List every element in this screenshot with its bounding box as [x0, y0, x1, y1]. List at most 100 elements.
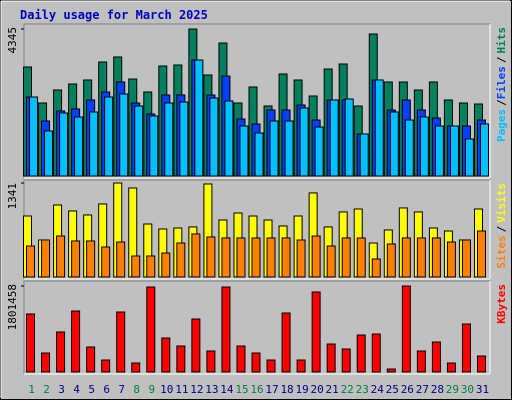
bar — [251, 237, 261, 278]
bar — [389, 111, 399, 177]
bar — [56, 235, 66, 278]
x-tick-label: 18 — [280, 383, 293, 396]
x-tick-label: 31 — [476, 383, 489, 396]
bar — [311, 235, 321, 278]
bar — [431, 341, 441, 373]
bar — [239, 125, 249, 177]
bar — [371, 258, 381, 278]
bar — [131, 362, 141, 373]
bar — [464, 138, 474, 177]
bar — [146, 255, 156, 278]
bar — [236, 237, 246, 278]
bar — [386, 368, 396, 373]
bar — [446, 241, 456, 278]
bar — [281, 312, 291, 373]
bar — [101, 359, 111, 373]
bar — [356, 237, 366, 278]
x-tick-label: 23 — [356, 383, 369, 396]
bar — [116, 311, 126, 373]
x-tick-label: 28 — [431, 383, 444, 396]
bar — [431, 237, 441, 278]
bar — [116, 241, 126, 278]
bar — [329, 99, 339, 177]
bar — [299, 107, 309, 177]
bar — [206, 350, 216, 373]
x-tick-label: 2 — [43, 383, 50, 396]
bar — [266, 237, 276, 278]
bar — [284, 120, 294, 177]
legend: Sites / Visits — [495, 183, 508, 269]
bar — [26, 313, 36, 373]
x-tick-label: 19 — [295, 383, 308, 396]
bar — [104, 96, 114, 177]
bar — [209, 97, 219, 177]
bar — [161, 337, 171, 373]
legend: KBytes — [495, 284, 508, 324]
bar — [311, 291, 321, 373]
legend-entry: Pages — [495, 109, 508, 142]
bar — [314, 126, 324, 177]
bar — [326, 343, 336, 373]
x-tick-label: 29 — [446, 383, 459, 396]
bar — [176, 345, 186, 373]
bar — [476, 355, 486, 373]
bar — [44, 130, 54, 177]
legend-entry: KBytes — [495, 284, 508, 324]
legend-separator: / — [495, 56, 508, 63]
x-tick-label: 4 — [73, 383, 80, 396]
legend-entry: Files — [495, 66, 508, 99]
bar — [149, 115, 159, 177]
x-tick-label: 21 — [326, 383, 339, 396]
bar — [71, 240, 81, 278]
legend-entry: Sites — [495, 235, 508, 268]
bar — [119, 93, 129, 177]
x-tick-label: 26 — [401, 383, 414, 396]
bar — [161, 252, 171, 278]
y-tick-label: 1341 — [6, 183, 19, 210]
bar — [404, 119, 414, 177]
bar — [26, 245, 36, 278]
x-tick-label: 9 — [148, 383, 155, 396]
bar — [344, 98, 354, 177]
x-tick-label: 5 — [88, 383, 95, 396]
x-tick-label: 15 — [235, 383, 248, 396]
bar — [176, 242, 186, 278]
x-tick-label: 17 — [265, 383, 278, 396]
bar — [251, 352, 261, 373]
bar — [401, 285, 411, 373]
bar — [479, 123, 489, 177]
bar — [191, 233, 201, 278]
bar — [341, 237, 351, 278]
bar — [281, 237, 291, 278]
x-tick-label: 12 — [190, 383, 203, 396]
bar — [224, 100, 234, 177]
x-tick-label: 14 — [220, 383, 234, 396]
legend-entry: Hits — [495, 27, 508, 54]
bar — [86, 346, 96, 373]
bar — [221, 237, 231, 278]
bar — [194, 59, 204, 177]
legend-separator: / — [495, 99, 508, 106]
bar — [326, 245, 336, 278]
bar — [446, 362, 456, 373]
bar — [356, 334, 366, 373]
bar — [101, 246, 111, 278]
bar — [164, 102, 174, 177]
bar — [434, 125, 444, 177]
bar — [476, 230, 486, 278]
bar — [374, 79, 384, 177]
bar — [461, 323, 471, 373]
bar — [74, 116, 84, 177]
legend-entry: Visits — [495, 183, 508, 223]
x-tick-label: 13 — [205, 383, 218, 396]
bar — [359, 133, 369, 177]
bar — [41, 352, 51, 373]
chart-title: Daily usage for March 2025 — [20, 8, 208, 22]
x-tick-label: 25 — [386, 383, 399, 396]
bar — [461, 239, 471, 278]
x-tick-label: 16 — [250, 383, 263, 396]
x-tick-label: 1 — [28, 383, 35, 396]
x-tick-label: 27 — [416, 383, 429, 396]
